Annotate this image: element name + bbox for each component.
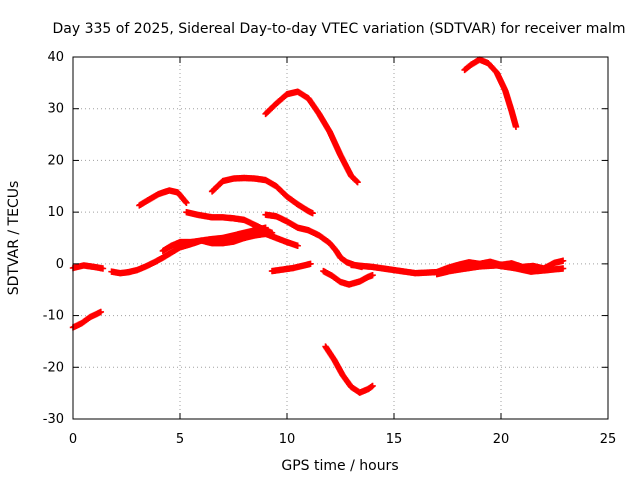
- series-arc-11: [320, 267, 376, 288]
- series-arc-8: [262, 88, 361, 186]
- y-tick-label: -20: [43, 360, 64, 375]
- series-arc-12: [322, 343, 376, 396]
- plot-frame: [72, 56, 609, 420]
- data-point: [354, 178, 361, 186]
- y-tick-label: -10: [43, 309, 64, 324]
- data-point: [369, 272, 376, 279]
- data-point: [559, 265, 567, 272]
- data-point: [97, 308, 105, 316]
- y-tick-label: 40: [47, 50, 64, 65]
- data-point: [268, 229, 276, 237]
- x-tick-label: 25: [600, 432, 617, 447]
- y-tick-label: 20: [47, 153, 64, 168]
- axis-ticks: 0 5 10 15 20 25 -30 -20 -10 0 10 20 30 40: [43, 50, 617, 447]
- data-point: [294, 242, 301, 249]
- series-arc-14: [433, 262, 567, 278]
- series-arc-3: [108, 224, 269, 277]
- data-point: [99, 265, 107, 272]
- data-point: [309, 209, 316, 217]
- data-point: [183, 199, 190, 207]
- x-tick-label: 5: [176, 432, 184, 447]
- x-tick-label: 20: [493, 432, 510, 447]
- chart-title: Day 335 of 2025, Sidereal Day-to-day VTE…: [53, 21, 626, 37]
- data-point: [307, 260, 314, 268]
- grid: [73, 57, 608, 419]
- series-arc-7: [208, 174, 316, 217]
- data-series: [69, 56, 567, 396]
- data-point: [369, 382, 376, 390]
- x-tick-label: 0: [69, 432, 77, 447]
- y-tick-label: -30: [43, 412, 64, 427]
- y-axis-title: SDTVAR / TECUs: [6, 181, 22, 296]
- series-arc-15: [461, 56, 520, 131]
- y-tick-label: 30: [47, 102, 64, 117]
- data-point: [559, 257, 567, 264]
- y-tick-label: 10: [47, 205, 64, 220]
- series-arc-2: [69, 308, 105, 331]
- x-tick-label: 10: [279, 432, 296, 447]
- y-tick-label: 0: [56, 257, 64, 272]
- series-arc-4: [159, 230, 301, 255]
- series-arc-1: [69, 262, 107, 272]
- x-tick-label: 15: [386, 432, 403, 447]
- series-arc-5: [136, 187, 190, 209]
- series-arc-6: [183, 208, 276, 237]
- series-arc-10: [268, 260, 314, 275]
- x-axis-title: GPS time / hours: [281, 458, 398, 474]
- data-point: [512, 123, 520, 131]
